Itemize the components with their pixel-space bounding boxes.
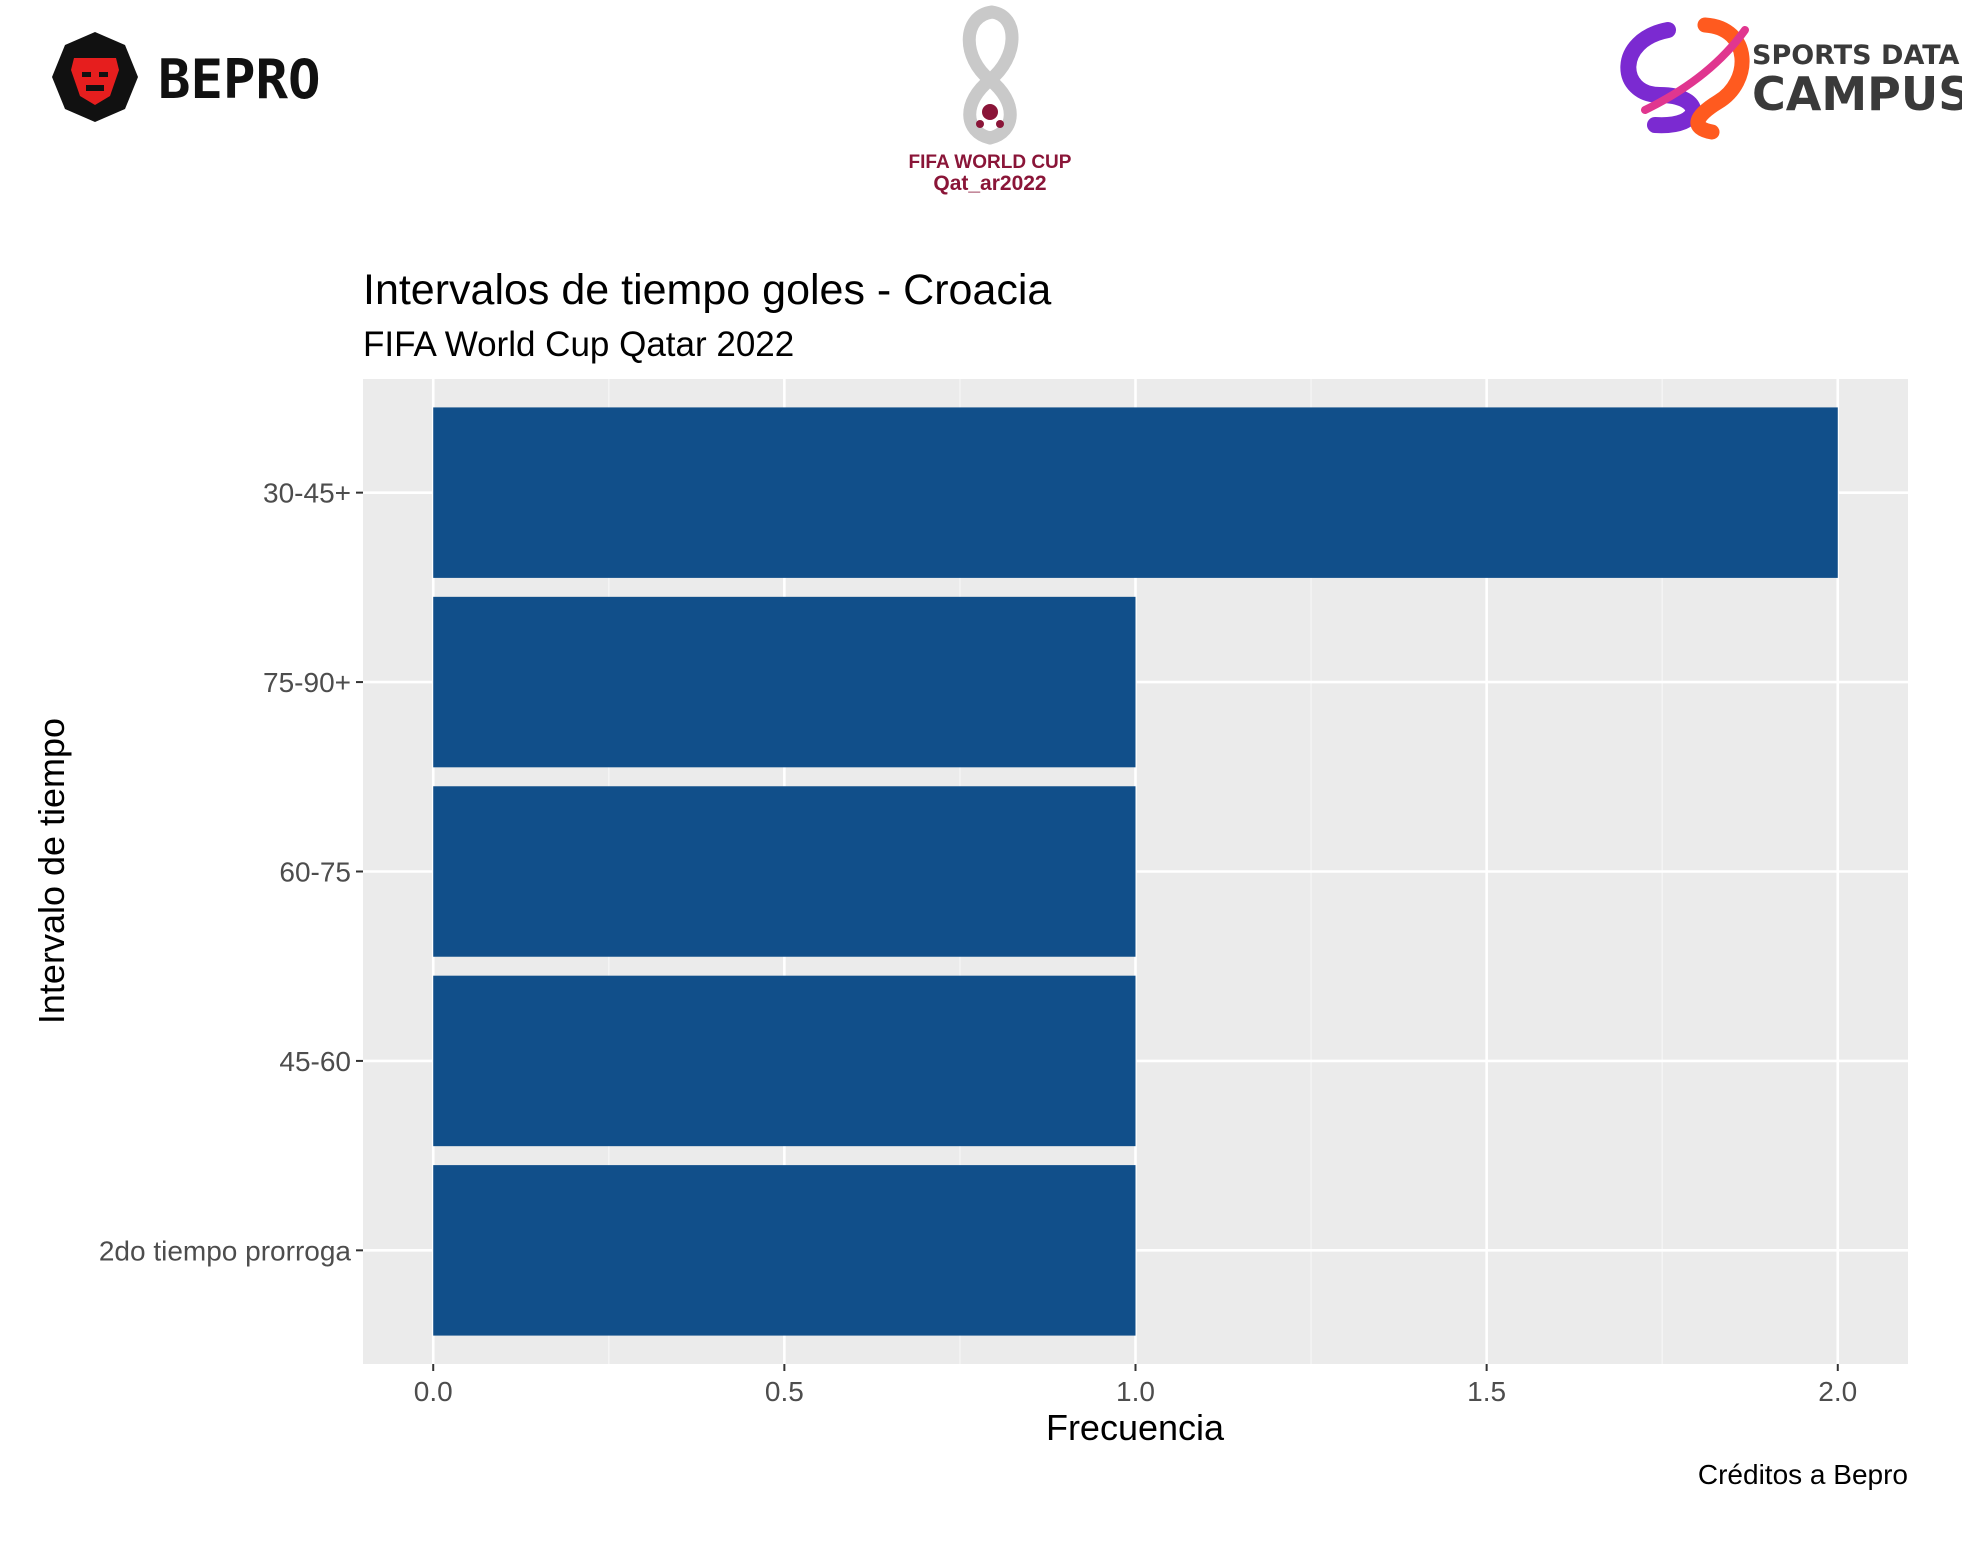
x-tick-label: 1.5: [1467, 1376, 1506, 1407]
bars: [433, 407, 1838, 1336]
x-tick-label: 0.0: [414, 1376, 453, 1407]
x-tick-label: 2.0: [1818, 1376, 1857, 1407]
chart-caption: Créditos a Bepro: [1698, 1459, 1908, 1490]
sdc-line1: SPORTS DATA: [1752, 40, 1960, 71]
x-axis-title: Frecuencia: [1046, 1407, 1225, 1448]
world-cup-host: Qat_ar2022: [933, 172, 1046, 195]
y-tick-label: 30-45+: [263, 478, 351, 509]
bar: [433, 407, 1838, 578]
y-tick-label: 2do tiempo prorroga: [99, 1235, 352, 1266]
world-cup-logo: FIFA WORLD CUP Qat_ar2022: [909, 5, 1072, 195]
chart-subtitle: FIFA World Cup Qatar 2022: [363, 325, 794, 364]
sports-data-campus-swirl-icon: [1620, 17, 1750, 140]
world-cup-trophy-icon: [962, 5, 1019, 145]
bepro-logo: BEPRO: [52, 32, 321, 122]
sdc-line2: CAMPUS: [1752, 67, 1962, 121]
chart-title: Intervalos de tiempo goles - Croacia: [363, 266, 1051, 314]
y-tick-label: 75-90+: [263, 667, 351, 698]
y-tick-label: 60-75: [279, 857, 351, 888]
bar: [433, 1165, 1136, 1336]
x-axis: 0.0 0.5 1.0 1.5 2.0: [414, 1364, 1857, 1407]
sports-data-campus-logo: SPORTS DATA CAMPUS: [1620, 17, 1962, 140]
bepro-wordmark: BEPRO: [158, 48, 321, 111]
x-tick-label: 1.0: [1116, 1376, 1155, 1407]
lion-head-icon: [52, 32, 138, 122]
bar: [433, 596, 1136, 768]
bar: [433, 975, 1136, 1147]
bar: [433, 786, 1136, 957]
world-cup-title: FIFA WORLD CUP: [909, 152, 1072, 173]
y-axis: 30-45+ 75-90+ 60-75 45-60 2do tiempo prorrog…: [99, 478, 363, 1266]
x-tick-label: 0.5: [765, 1376, 804, 1407]
y-tick-label: 45-60: [279, 1046, 351, 1077]
y-axis-title: Intervalo de tiempo: [31, 718, 72, 1024]
